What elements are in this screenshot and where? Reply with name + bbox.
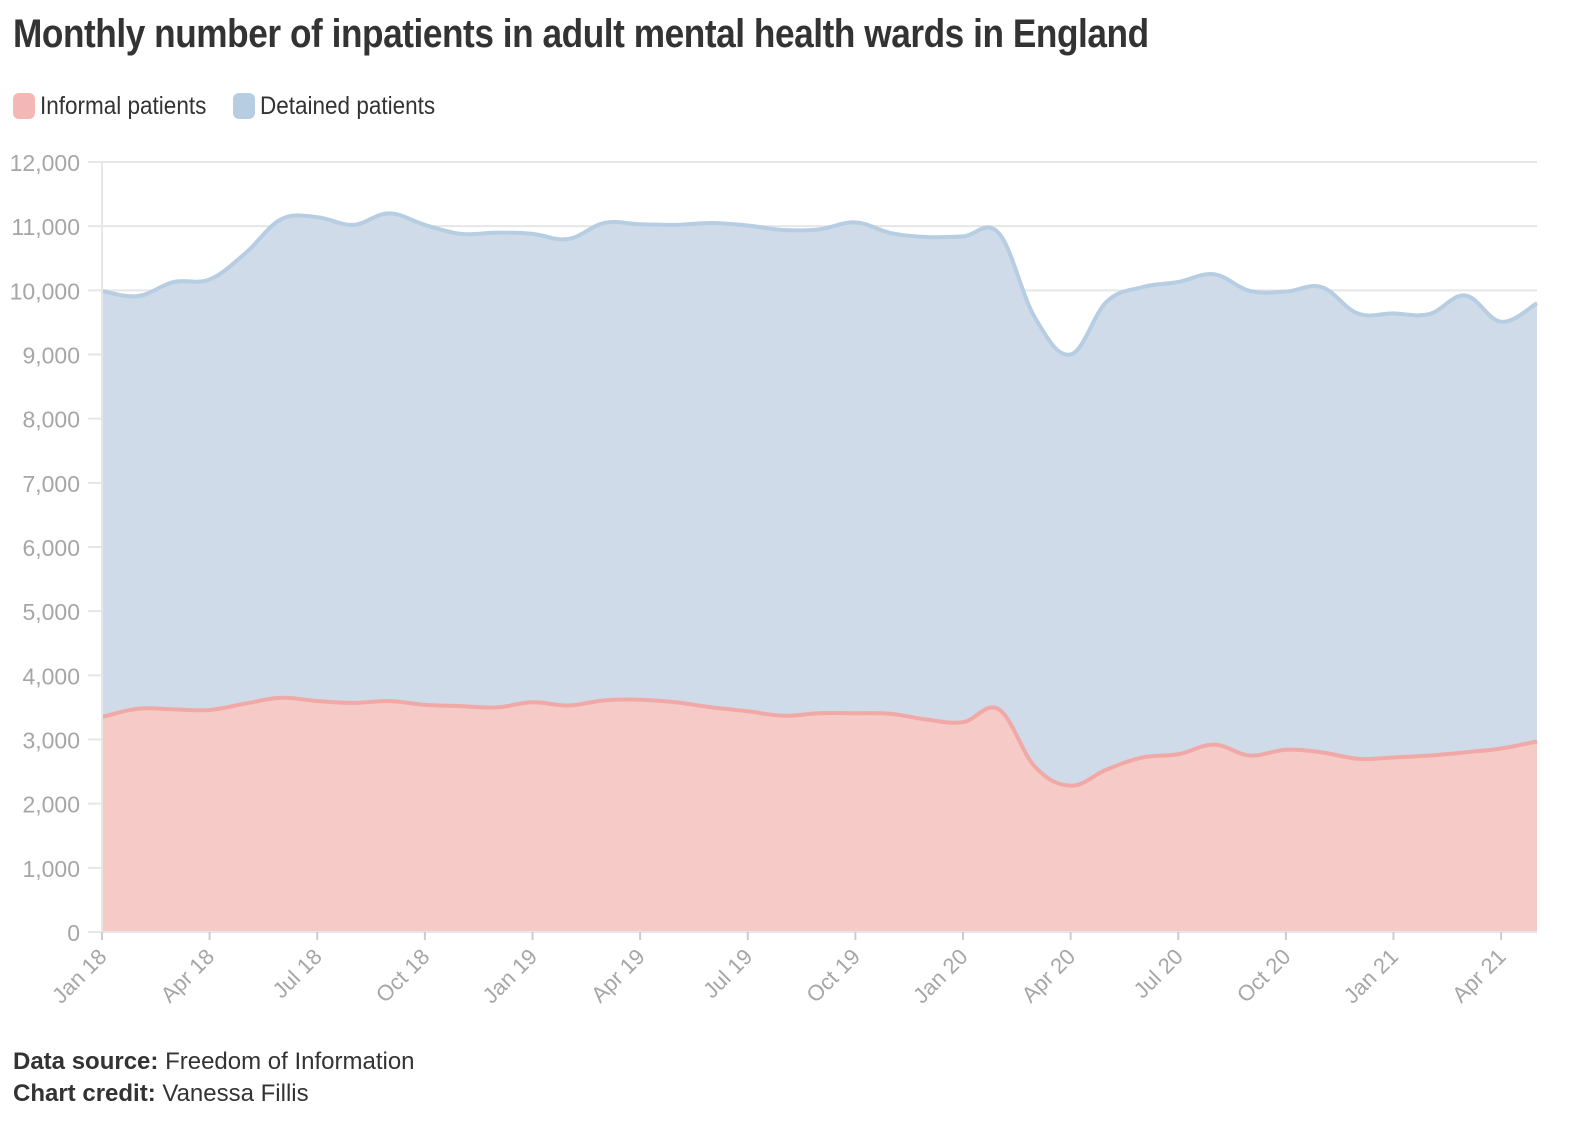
legend-label-detained: Detained patients [259,91,435,120]
y-tick-label: 9,000 [22,343,80,369]
x-tick-label: Apr 21 [1447,944,1511,1008]
x-tick-label: Oct 19 [801,944,865,1008]
legend-swatch-detained [232,93,255,119]
y-tick-label: 11,000 [11,214,80,240]
x-tick-label: Jul 19 [698,944,757,1003]
x-tick-label: Jan 21 [1339,944,1403,1008]
x-tick-label: Oct 20 [1232,944,1296,1008]
area-informal [102,697,1537,932]
legend-swatch-informal [13,93,35,119]
legend-item-informal[interactable]: Informal patients [13,92,225,121]
y-tick-label: 5,000 [22,599,80,625]
data-source-label: Data source: [13,1048,159,1075]
x-tick-label: Oct 18 [371,944,435,1008]
x-tick-label: Apr 18 [156,944,220,1008]
line-detained [101,211,1539,357]
y-tick-label: 0 [67,920,80,946]
y-tick-label: 3,000 [22,728,80,754]
line-informal [101,695,1538,788]
x-tick-label: Jan 18 [47,944,111,1008]
x-tick-label: Jul 18 [268,944,327,1003]
x-tick-label: Jan 20 [908,944,972,1008]
area-detained [102,213,1537,786]
chart-title: Monthly number of inpatients in adult me… [13,12,1149,56]
chart-credit: Chart credit: Vanessa Fillis [13,1080,309,1108]
area-chart: 0 1,000 2,000 3,000 4,000 5,000 6,000 7,000 8,00… [10,150,1539,1008]
y-tick-label: 8,000 [22,407,80,433]
x-tick-label: Apr 20 [1017,944,1081,1008]
legend: Informal patients Detained patients [13,90,462,122]
y-tick-label: 1,000 [22,856,80,882]
legend-item-detained[interactable]: Detained patients [232,91,455,121]
y-tick-label: 10,000 [10,278,80,304]
legend-label-informal: Informal patients [40,91,207,120]
data-source: Data source: Freedom of Information [13,1048,415,1076]
data-source-value: Freedom of Information [165,1048,415,1075]
y-tick-label: 4,000 [22,663,80,689]
y-tick-label: 6,000 [22,535,80,561]
chart-credit-value: Vanessa Fillis [162,1080,309,1107]
x-tick-label: Jul 20 [1129,944,1188,1003]
y-tick-label: 12,000 [10,150,80,176]
y-tick-label: 7,000 [22,471,80,497]
x-tick-label: Jan 19 [478,944,542,1008]
chart-credit-label: Chart credit: [13,1080,156,1107]
y-tick-label: 2,000 [22,792,80,818]
x-tick-label: Apr 19 [586,944,650,1008]
